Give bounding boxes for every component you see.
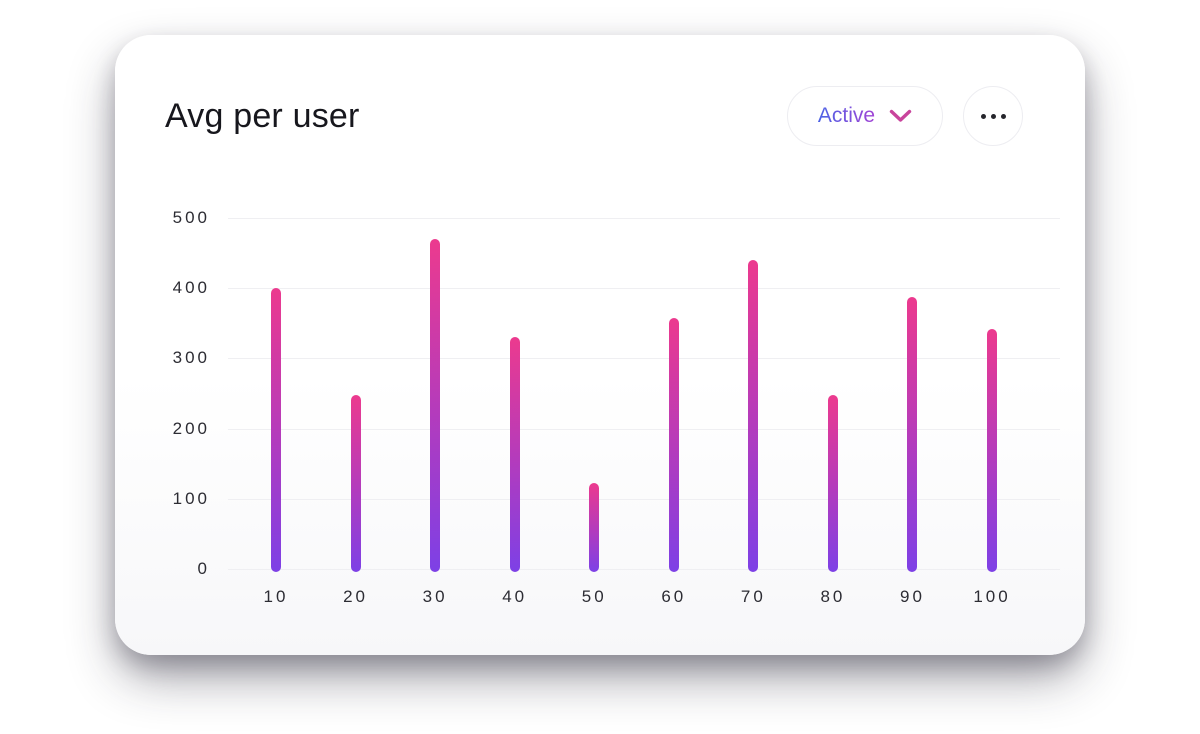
bar[interactable]	[668, 317, 679, 572]
y-axis-tick-label: 300	[172, 348, 210, 368]
y-axis-tick-label: 0	[197, 559, 210, 578]
bar[interactable]	[271, 288, 281, 572]
more-options-button[interactable]	[963, 86, 1023, 146]
y-axis-tick-label: 200	[172, 418, 210, 438]
bar[interactable]	[987, 328, 998, 572]
bar-chart: 0 100 200 300 400 500 10 20 30 40 50 60 70 80 90 100	[115, 35, 1085, 655]
ellipsis-icon	[980, 113, 1006, 119]
y-axis-tick-label: 500	[172, 208, 210, 227]
gridline	[228, 218, 1060, 219]
bar[interactable]	[509, 337, 520, 572]
x-axis-tick-label: 90	[900, 587, 925, 606]
x-axis-tick-label: 40	[502, 587, 528, 606]
gridline	[228, 569, 1060, 570]
x-axis-tick-label: 10	[263, 587, 289, 606]
x-axis-tick-label: 100	[973, 587, 1011, 606]
card-header: Avg per user Active	[165, 85, 1023, 147]
gridline	[228, 428, 1060, 430]
avg-per-user-card: Avg per user Active 0 100 200 300 400 500 10 2…	[115, 35, 1085, 655]
bar[interactable]	[907, 297, 918, 572]
bar[interactable]	[589, 483, 600, 572]
y-axis-tick-label: 400	[172, 278, 210, 298]
x-axis-tick-label: 30	[422, 587, 448, 606]
bar[interactable]	[350, 394, 361, 572]
x-axis-tick-label: 80	[820, 587, 846, 606]
x-axis-tick-label: 60	[661, 587, 687, 606]
gridline	[228, 288, 1060, 290]
x-axis-tick-label: 50	[581, 587, 607, 606]
x-axis-tick-label: 70	[740, 587, 766, 606]
bar[interactable]	[430, 239, 441, 572]
gridline	[228, 498, 1060, 500]
bar[interactable]	[827, 394, 838, 572]
bar[interactable]	[748, 260, 759, 572]
chevron-down-icon	[889, 109, 912, 123]
filter-dropdown-label: Active	[817, 104, 876, 127]
page-title: Avg per user	[165, 96, 360, 135]
filter-dropdown-button[interactable]: Active	[787, 86, 943, 146]
gridline	[228, 358, 1060, 360]
x-axis-tick-label: 20	[343, 587, 368, 606]
y-axis-tick-label: 100	[172, 488, 210, 508]
